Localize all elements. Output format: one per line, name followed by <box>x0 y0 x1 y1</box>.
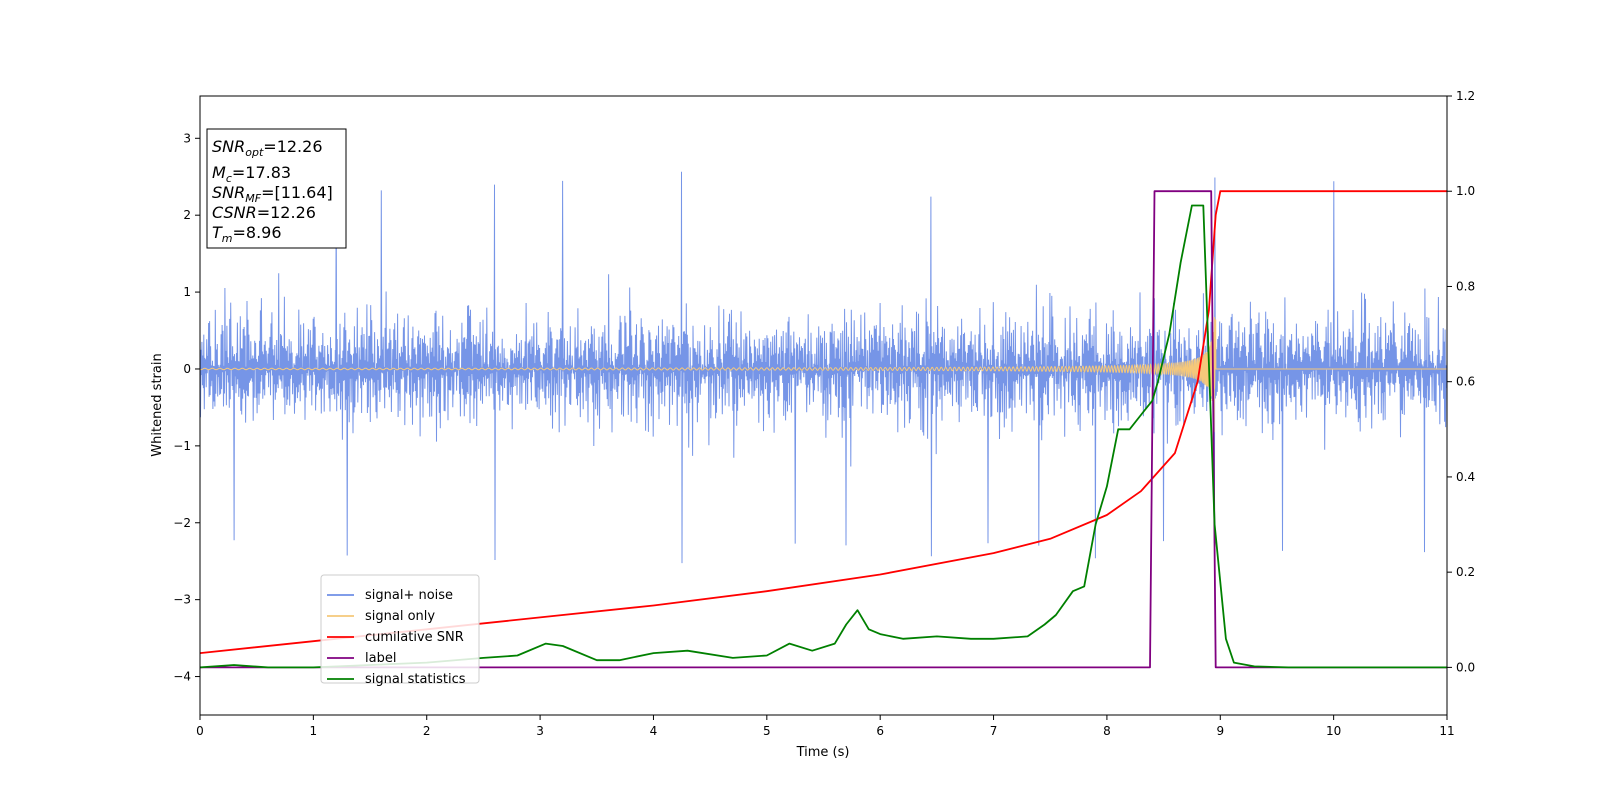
x-tick-label: 10 <box>1326 724 1341 738</box>
y-tick-label: −4 <box>173 670 191 684</box>
legend: signal+ noise signal only cumilative SNR la… <box>320 574 480 687</box>
info-mc-value: 17.83 <box>245 163 291 182</box>
y-tick-label: 1 <box>183 285 191 299</box>
x-tick-label: 1 <box>310 724 318 738</box>
info-tm: Tm=8.96 <box>212 223 282 245</box>
x-tick-label: 6 <box>876 724 884 738</box>
info-snr-opt-value: 12.26 <box>277 137 323 156</box>
x-tick-label: 11 <box>1439 724 1454 738</box>
plot-area <box>200 171 1447 669</box>
x-tick-label: 2 <box>423 724 431 738</box>
info-tm-value: 8.96 <box>246 223 282 242</box>
y2-tick-label: 1.2 <box>1456 89 1475 103</box>
y2-tick-label: 0.4 <box>1456 470 1475 484</box>
y-tick-label: −2 <box>173 516 191 530</box>
x-tick-label: 4 <box>650 724 658 738</box>
info-box-frame <box>206 128 347 249</box>
y-tick-label: −3 <box>173 593 191 607</box>
series-label <box>200 190 1447 669</box>
series-signal-noise <box>200 171 1447 564</box>
legend-label: signal statistics <box>365 672 466 687</box>
legend-label: signal+ noise <box>365 588 453 603</box>
info-snr-mf: SNRMF=[11.64] <box>212 183 333 205</box>
x-tick-label: 8 <box>1103 724 1111 738</box>
legend-label: label <box>365 651 396 666</box>
y-tick-label: 3 <box>183 131 191 145</box>
legend-frame <box>320 574 480 684</box>
y-axis-right: 1.2 1.0 0.8 0.6 0.4 0.2 0.0 <box>1447 89 1475 674</box>
y-axis-label: Whitened strain <box>150 353 165 456</box>
info-mc: Mc=17.83 <box>212 163 291 185</box>
y-tick-label: −1 <box>173 439 191 453</box>
info-box: SNRopt=12.26 Mc=17.83 SNRMF=[11.64] CSNR… <box>206 128 347 249</box>
x-tick-label: 0 <box>196 724 204 738</box>
x-tick-label: 3 <box>536 724 544 738</box>
x-tick-label: 5 <box>763 724 771 738</box>
x-axis-label: Time (s) <box>796 745 850 760</box>
x-tick-label: 7 <box>990 724 998 738</box>
info-snr-opt: SNRopt=12.26 <box>212 137 323 159</box>
x-tick-label: 9 <box>1216 724 1224 738</box>
x-axis: 0 1 2 3 4 5 6 7 8 9 10 11 <box>196 715 1455 738</box>
y2-tick-label: 0.0 <box>1456 660 1475 674</box>
info-snr-mf-value: [11.64] <box>274 183 332 202</box>
legend-label: signal only <box>365 609 435 624</box>
info-csnr: CSNR=12.26 <box>212 203 316 222</box>
y2-tick-label: 0.6 <box>1456 375 1475 389</box>
y2-tick-label: 0.8 <box>1456 279 1475 293</box>
legend-label: cumilative SNR <box>365 630 464 645</box>
y2-tick-label: 0.2 <box>1456 565 1475 579</box>
y-tick-label: 0 <box>183 362 191 376</box>
series-signal-statistics <box>200 204 1447 669</box>
info-csnr-value: 12.26 <box>270 203 316 222</box>
plot-frame <box>199 95 1448 716</box>
series-signal-only <box>200 316 1447 433</box>
y-axis-left: 3 2 1 0 −1 −2 −3 −4 <box>173 131 200 684</box>
y-tick-label: 2 <box>183 208 191 222</box>
y2-tick-label: 1.0 <box>1456 184 1475 198</box>
